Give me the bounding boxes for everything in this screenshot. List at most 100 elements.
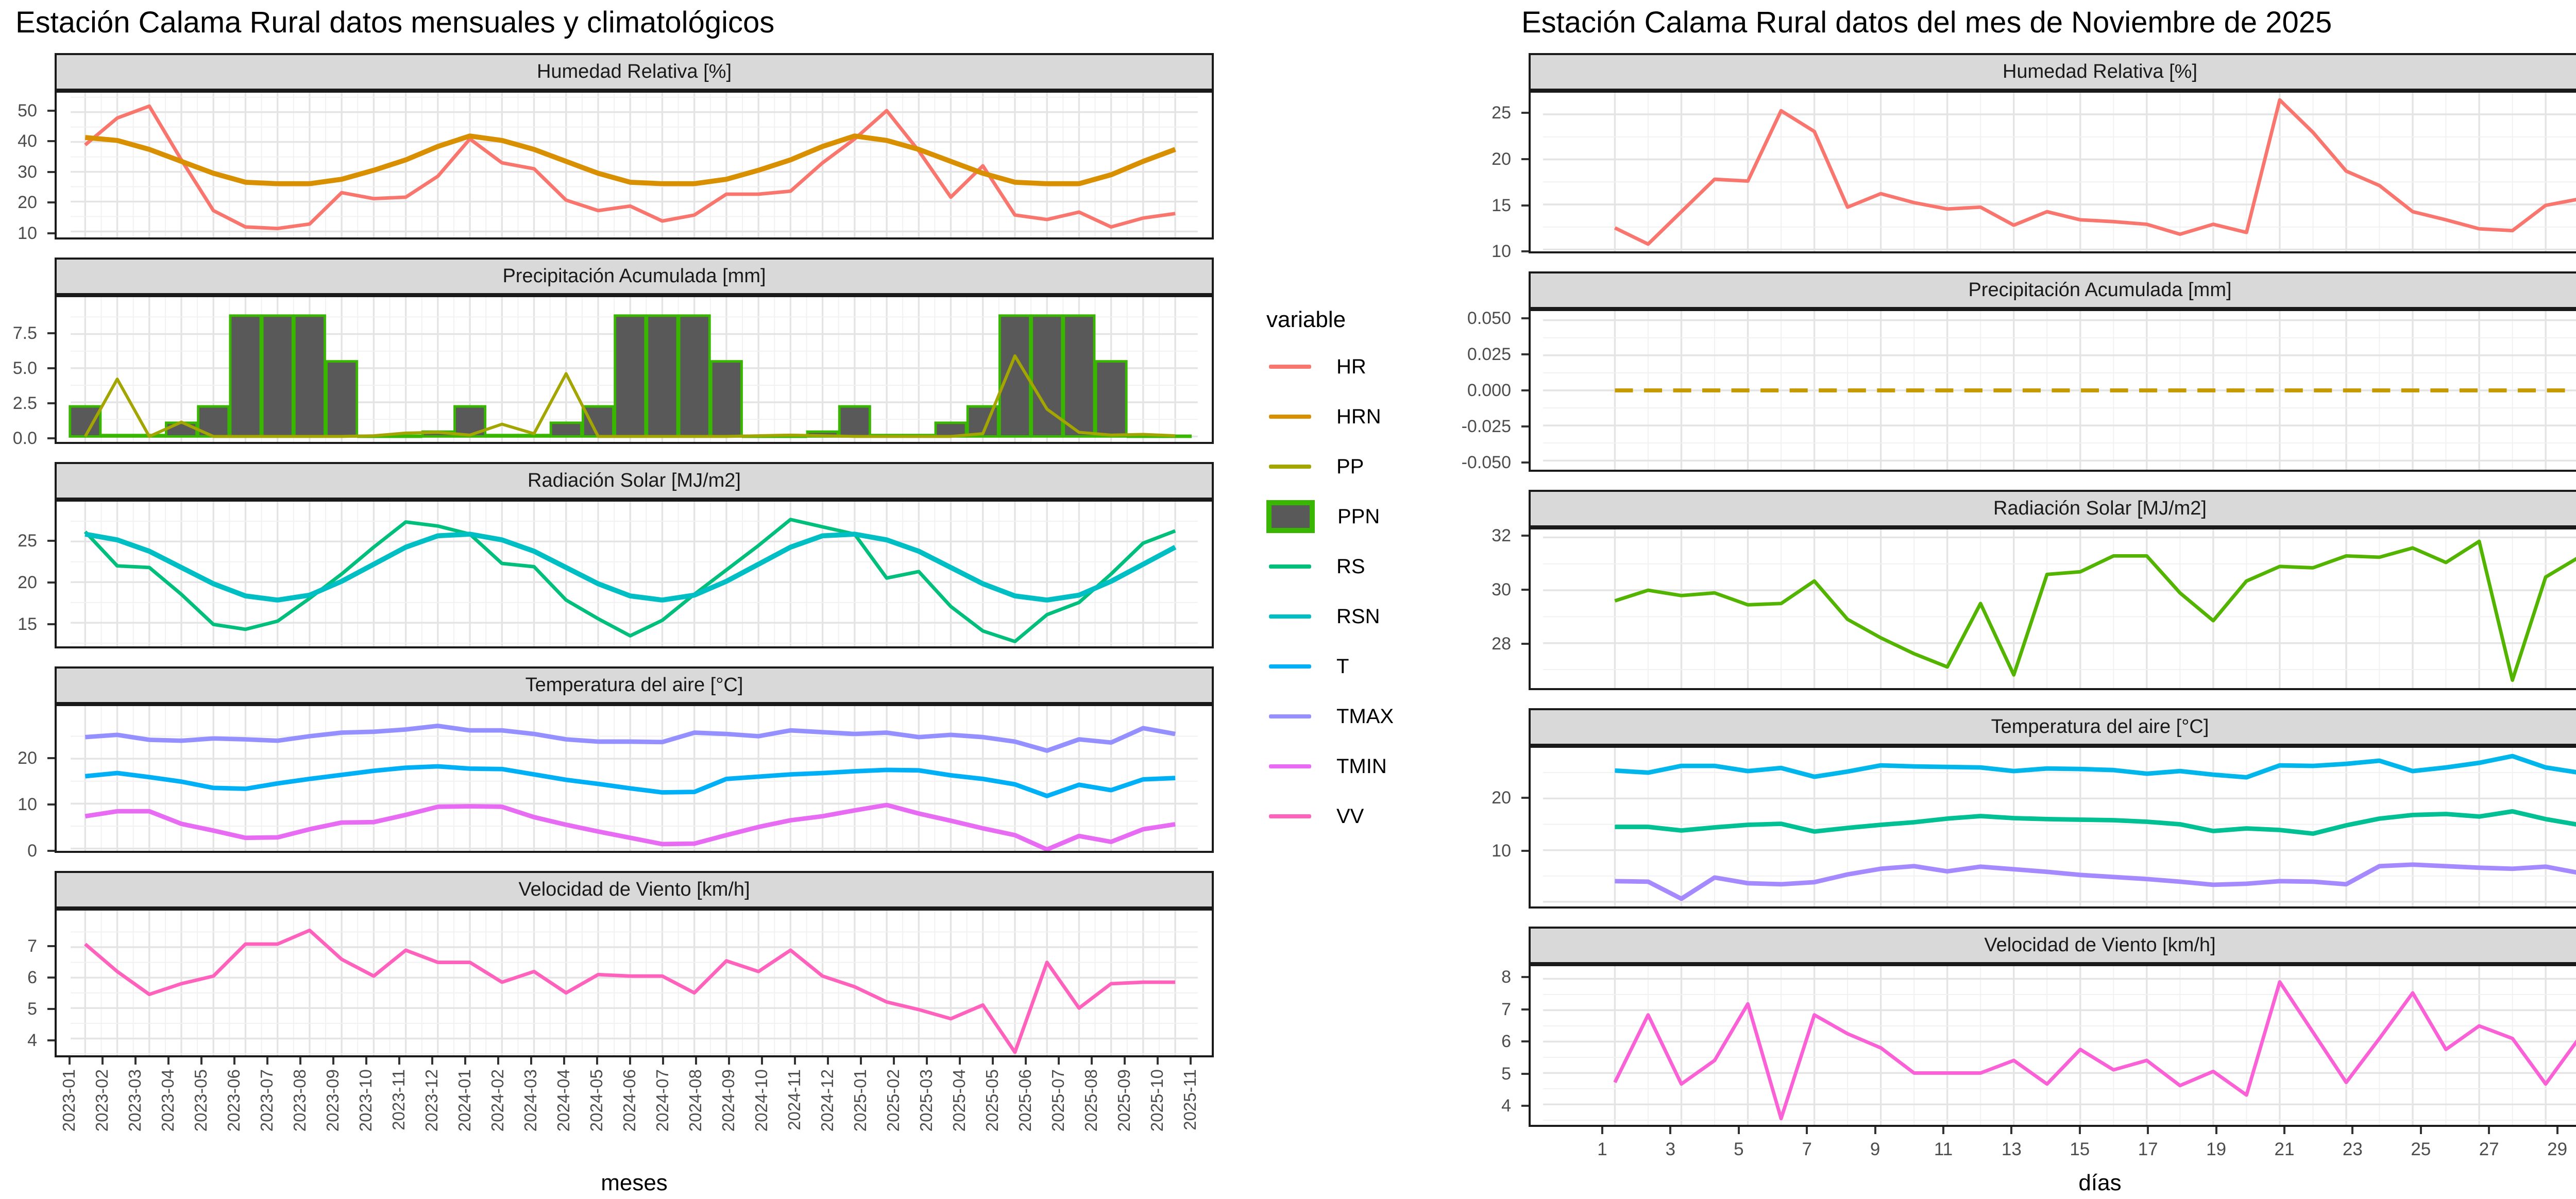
x-tick-mark <box>299 1057 301 1065</box>
x-tick-mark <box>794 1057 796 1065</box>
facet-strip: Precipitación Acumulada [mm] <box>1529 271 2576 309</box>
facet-strip-label: Radiación Solar [MJ/m2] <box>1993 498 2207 519</box>
panel-plot-area <box>1529 91 2576 253</box>
x-tick-mark <box>1737 1127 1740 1134</box>
y-tick-mark <box>1521 461 1529 464</box>
x-tick-label: 7 <box>1802 1139 1812 1159</box>
y-tick-mark <box>47 623 55 625</box>
legend-entry-vv: VV <box>1266 798 1364 834</box>
x-tick-mark <box>233 1057 235 1065</box>
x-tick-label: 2025-10 <box>1147 1069 1166 1132</box>
x-tick-mark <box>497 1057 499 1065</box>
bar-ppn <box>677 314 711 438</box>
facet-strip-label: Humedad Relativa [%] <box>2002 61 2198 82</box>
legend-key-t-line <box>1269 664 1311 669</box>
legend-key-rsn-line <box>1269 614 1311 619</box>
y-tick-label: 50 <box>18 100 37 121</box>
legend-entry-label: PP <box>1336 455 1364 478</box>
facet-strip: Temperatura del aire [°C] <box>55 666 1214 704</box>
x-tick-label: 2025-08 <box>1081 1069 1100 1132</box>
line-t <box>1615 809 2576 836</box>
legend-entry-t: T <box>1266 648 1349 684</box>
x-tick-label: 23 <box>2342 1139 2363 1159</box>
x-tick-label: 27 <box>2479 1139 2499 1159</box>
x-tick-mark <box>101 1057 104 1065</box>
x-tick-label: 2024-10 <box>752 1069 771 1132</box>
legend-entry-ppn: PPN <box>1266 499 1380 535</box>
legend-key-tmin-line <box>1269 764 1311 768</box>
line-hr <box>1614 98 2576 246</box>
x-tick-label: 11 <box>1934 1139 1953 1159</box>
x-tick-mark <box>134 1057 137 1065</box>
y-tick-label: 10 <box>1492 242 1511 262</box>
bar-ppn <box>614 314 647 438</box>
legend-key-pp-line <box>1269 465 1311 469</box>
bar-ppn <box>261 314 294 438</box>
x-tick-mark <box>860 1057 862 1065</box>
x-tick-label: 2024-07 <box>653 1069 672 1132</box>
panel-plot-area <box>55 909 1214 1057</box>
y-tick-mark <box>47 803 55 806</box>
bar-ppn <box>197 405 230 438</box>
x-tick-mark <box>761 1057 763 1065</box>
legend-key-hrn-line <box>1269 415 1311 419</box>
bar-ppn <box>549 421 583 438</box>
panel-plot-area <box>1529 309 2576 472</box>
y-tick-label: 8 <box>1501 967 1511 987</box>
panel-plot-area <box>1529 746 2576 909</box>
y-tick-mark <box>47 1039 55 1041</box>
facet-strip-label: Velocidad de Viento [km/h] <box>1984 934 2216 956</box>
x-tick-label: 2023-01 <box>59 1069 78 1132</box>
bar-ppn <box>453 405 487 438</box>
x-tick-mark <box>2283 1127 2285 1134</box>
y-tick-label: 15 <box>18 614 37 634</box>
legend-entry-rs: RS <box>1266 549 1365 585</box>
panel-plot-area <box>1529 964 2576 1127</box>
legend-entry-label: RS <box>1336 555 1365 578</box>
x-axis-title-monthly: meses <box>601 1170 668 1195</box>
x-tick-label: 9 <box>1870 1139 1880 1159</box>
line-vv <box>1613 980 2576 1121</box>
x-tick-label: 17 <box>2138 1139 2158 1159</box>
y-tick-mark <box>1521 425 1529 427</box>
x-tick-label: 2024-05 <box>587 1069 606 1132</box>
bar-ppn <box>293 314 326 438</box>
legend-key-tmax-line <box>1269 714 1311 718</box>
x-tick-mark <box>167 1057 170 1065</box>
legend-entry-hrn: HRN <box>1266 399 1381 435</box>
x-axis-title-daily: días <box>2078 1170 2122 1195</box>
y-tick-label: 0.050 <box>1467 309 1511 329</box>
facet-strip: Radiación Solar [MJ/m2] <box>1529 490 2576 527</box>
y-tick-mark <box>1521 589 1529 591</box>
x-tick-label: 2024-01 <box>455 1069 474 1132</box>
x-tick-mark <box>596 1057 598 1065</box>
x-tick-mark <box>728 1057 730 1065</box>
x-tick-mark <box>1157 1057 1159 1065</box>
y-tick-label: 15 <box>1492 195 1511 215</box>
y-tick-label: 10 <box>1492 841 1511 861</box>
bar-ppn <box>582 405 615 438</box>
x-tick-label: 15 <box>2070 1139 2090 1159</box>
x-tick-mark <box>629 1057 631 1065</box>
legend-entry-label: HR <box>1336 355 1366 378</box>
panel-plot-area <box>55 295 1214 444</box>
line-t <box>84 764 1176 798</box>
y-tick-label: -0.050 <box>1461 452 1511 472</box>
x-tick-label: 2024-06 <box>620 1069 639 1132</box>
y-tick-mark <box>1521 389 1529 391</box>
x-tick-label: 2023-08 <box>290 1069 309 1132</box>
x-tick-label: 2024-09 <box>719 1069 738 1132</box>
x-tick-label: 2024-02 <box>488 1069 507 1132</box>
y-tick-mark <box>47 757 55 759</box>
x-tick-label: 2025-05 <box>982 1069 1002 1132</box>
line-vv <box>84 929 1176 1054</box>
x-tick-label: 2025-02 <box>884 1069 903 1132</box>
y-tick-mark <box>1521 796 1529 799</box>
y-tick-mark <box>1521 534 1529 537</box>
y-tick-label: 10 <box>18 794 37 814</box>
x-tick-mark <box>2078 1127 2081 1134</box>
x-tick-mark <box>662 1057 664 1065</box>
legend-title: variable <box>1266 307 1346 332</box>
y-tick-label: 25 <box>18 530 37 551</box>
x-tick-label: 21 <box>2274 1139 2295 1159</box>
